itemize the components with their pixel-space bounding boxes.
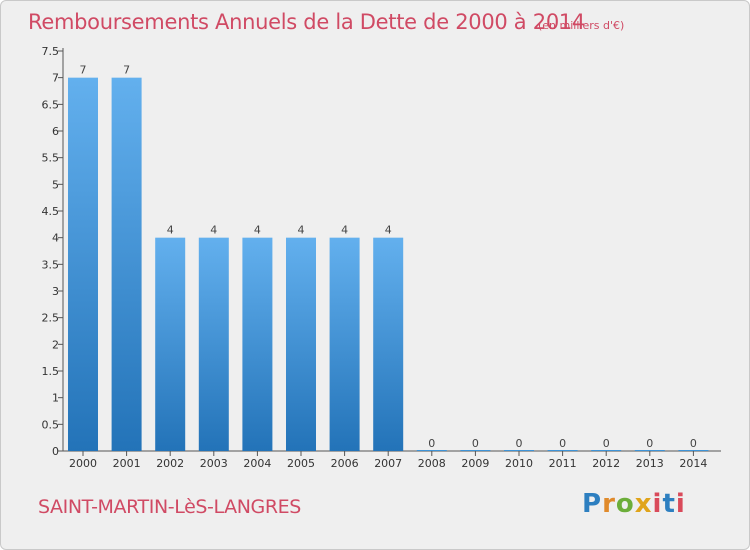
x-tick-label: 2002 (156, 457, 184, 470)
chart-bars (68, 77, 709, 452)
data-labels: 7 7 4 4 4 4 4 4 0 0 0 0 0 0 0 (80, 64, 697, 450)
data-label: 7 (123, 64, 130, 77)
x-tick-label: 2010 (505, 457, 533, 470)
y-tick-label: 4.5 (42, 205, 60, 218)
x-tick-label: 2004 (243, 457, 271, 470)
proxiti-logo[interactable]: Proxiti (582, 489, 686, 519)
y-tick-label: 1.5 (42, 365, 60, 378)
y-axis-ticks: 0 0.5 1 1.5 2 2.5 3 3.5 4 4.5 5 5.5 6 6.5 7 7.5 (42, 45, 63, 458)
y-tick-label: 0.5 (42, 418, 60, 431)
y-tick-label: 6.5 (42, 98, 60, 111)
y-tick-label: 5.5 (42, 152, 60, 165)
bar-2004 (242, 237, 273, 451)
data-label: 4 (341, 224, 348, 237)
y-tick-label: 1 (52, 392, 59, 405)
data-label: 0 (516, 437, 523, 450)
data-label: 4 (210, 224, 217, 237)
y-tick-label: 6 (52, 125, 59, 138)
bar-2000 (68, 77, 98, 452)
x-tick-label: 2006 (331, 457, 359, 470)
y-tick-label: 5 (52, 178, 59, 191)
data-label: 4 (385, 224, 392, 237)
x-tick-label: 2005 (287, 457, 315, 470)
logo-letter: P (582, 489, 603, 519)
x-tick-label: 2014 (679, 457, 707, 470)
data-label: 4 (298, 224, 305, 237)
logo-letter: r (602, 489, 616, 519)
logo-letter: i (675, 489, 686, 519)
x-tick-label: 2000 (69, 457, 97, 470)
data-label: 4 (254, 224, 261, 237)
x-tick-label: 2008 (418, 457, 446, 470)
x-tick-label: 2011 (549, 457, 577, 470)
y-tick-label: 4 (52, 232, 59, 245)
logo-letter: o (615, 489, 635, 519)
logo-letter: t (662, 489, 676, 519)
bar-2007 (373, 237, 404, 451)
data-label: 0 (472, 437, 479, 450)
bar-2006 (329, 237, 360, 451)
y-tick-label: 0 (52, 445, 59, 458)
logo-letter: i (652, 489, 663, 519)
data-label: 0 (559, 437, 566, 450)
y-tick-label: 7.5 (42, 45, 60, 58)
data-label: 7 (80, 64, 87, 77)
x-axis-ticks: 2000 2001 2002 2003 2004 2005 2006 2007 2008 2009… (69, 451, 707, 470)
commune-name: SAINT-MARTIN-LèS-LANGRES (38, 496, 301, 518)
y-tick-label: 2.5 (42, 312, 60, 325)
y-tick-label: 3.5 (42, 258, 60, 271)
chart-unit-label: (en milliers d'€) (538, 19, 625, 32)
y-tick-label: 7 (52, 72, 59, 85)
y-tick-label: 2 (52, 338, 59, 351)
x-tick-label: 2007 (374, 457, 402, 470)
x-tick-label: 2001 (113, 457, 141, 470)
x-tick-label: 2013 (636, 457, 664, 470)
bar-2001 (111, 77, 142, 452)
data-label: 0 (646, 437, 653, 450)
data-label: 0 (603, 437, 610, 450)
y-tick-label: 3 (52, 285, 59, 298)
data-label: 4 (167, 224, 174, 237)
x-tick-label: 2009 (461, 457, 489, 470)
logo-letter: x (634, 489, 653, 519)
x-tick-label: 2012 (592, 457, 620, 470)
data-label: 0 (690, 437, 697, 450)
x-tick-label: 2003 (200, 457, 228, 470)
bar-2002 (155, 237, 186, 451)
bar-2003 (198, 237, 229, 451)
bar-2005 (286, 237, 316, 451)
chart-title: Remboursements Annuels de la Dette de 20… (28, 10, 585, 34)
data-label: 0 (428, 437, 435, 450)
